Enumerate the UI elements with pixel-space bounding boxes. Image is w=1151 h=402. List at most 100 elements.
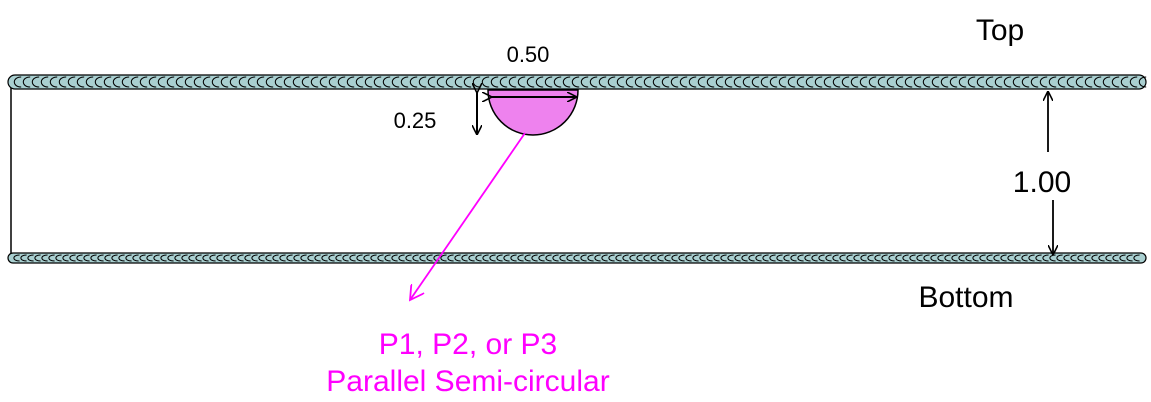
fabric-weave-mark <box>636 254 643 262</box>
fabric-weave-mark <box>1003 76 1012 88</box>
fabric-weave-mark <box>167 254 174 262</box>
fabric-weave-mark <box>356 254 363 262</box>
fabric-weave-mark <box>958 76 967 88</box>
fabric-weave-mark <box>1049 254 1056 262</box>
fabric-weave-mark <box>524 254 531 262</box>
fabric-weave-mark <box>499 76 508 88</box>
thickness-label: 1.00 <box>1013 166 1071 199</box>
fabric-weave-mark <box>825 254 832 262</box>
fabric-weave-mark <box>130 76 139 88</box>
fabric-weave-mark <box>1129 76 1138 88</box>
fabric-weave-mark <box>475 254 482 262</box>
fabric-weave-mark <box>868 76 877 88</box>
fabric-weave-mark <box>944 254 951 262</box>
fabric-weave-mark <box>976 76 985 88</box>
fabric-weave-mark <box>1102 76 1111 88</box>
fabric-weave-mark <box>629 254 636 262</box>
fabric-weave-mark <box>427 76 436 88</box>
callout-leader-arrow <box>410 132 526 300</box>
fabric-weave-mark <box>670 76 679 88</box>
fabric-weave-mark <box>132 254 139 262</box>
fabric-weave-mark <box>49 76 58 88</box>
fabric-weave-mark <box>13 254 20 262</box>
fabric-weave-mark <box>1007 254 1014 262</box>
fabric-weave-mark <box>1021 76 1030 88</box>
flaw-depth-label: 0.25 <box>394 108 437 133</box>
fabric-weave-mark <box>419 254 426 262</box>
fabric-weave-mark <box>967 76 976 88</box>
fabric-weave-mark <box>220 76 229 88</box>
fabric-weave-mark <box>727 254 734 262</box>
fabric-weave-mark <box>292 76 301 88</box>
fabric-weave-mark <box>697 76 706 88</box>
fabric-weave-mark <box>886 76 895 88</box>
fabric-weave-mark <box>496 254 503 262</box>
fabric-weave-mark <box>510 254 517 262</box>
fabric-weave-mark <box>310 76 319 88</box>
fabric-weave-mark <box>216 254 223 262</box>
fabric-weave-mark <box>1084 76 1093 88</box>
fabric-weave-mark <box>895 254 902 262</box>
fabric-weave-mark <box>699 254 706 262</box>
fabric-weave-mark <box>769 76 778 88</box>
fabric-weave-mark <box>755 254 762 262</box>
fabric-weave-mark <box>202 76 211 88</box>
fabric-weave-mark <box>1120 76 1129 88</box>
fabric-weave-mark <box>377 254 384 262</box>
fabric-weave-mark <box>139 76 148 88</box>
fabric-weave-mark <box>1021 254 1028 262</box>
fabric-weave-mark <box>601 254 608 262</box>
fabric-weave-mark <box>733 76 742 88</box>
fabric-weave-mark <box>321 254 328 262</box>
fabric-weave-mark <box>1042 254 1049 262</box>
fabric-weave-mark <box>713 254 720 262</box>
fabric-weave-mark <box>553 76 562 88</box>
fabric-weave-mark <box>20 254 27 262</box>
fabric-weave-mark <box>69 254 76 262</box>
fabric-weave-mark <box>373 76 382 88</box>
fabric-weave-mark <box>265 76 274 88</box>
flaw-width-label: 0.50 <box>507 42 550 67</box>
fabric-weave-mark <box>166 76 175 88</box>
fabric-weave-mark <box>1056 254 1063 262</box>
fabric-weave-mark <box>760 76 769 88</box>
fabric-weave-mark <box>328 76 337 88</box>
fabric-weave-mark <box>818 254 825 262</box>
fabric-weave-mark <box>1077 254 1084 262</box>
fabric-weave-mark <box>202 254 209 262</box>
fabric-weave-mark <box>797 254 804 262</box>
fabric-weave-mark <box>1133 254 1140 262</box>
fabric-weave-mark <box>1057 76 1066 88</box>
fabric-weave-mark <box>391 254 398 262</box>
fabric-weave-mark <box>244 254 251 262</box>
fabric-weave-mark <box>531 254 538 262</box>
fabric-weave-mark <box>398 254 405 262</box>
fabric-weave-mark <box>349 254 356 262</box>
fabric-weave-mark <box>76 76 85 88</box>
fabric-weave-mark <box>355 76 364 88</box>
fabric-weave-mark <box>916 254 923 262</box>
fabric-weave-mark <box>209 254 216 262</box>
fabric-weave-mark <box>538 254 545 262</box>
fabric-weave-mark <box>283 76 292 88</box>
top-label: Top <box>976 14 1024 47</box>
fabric-weave-mark <box>1119 254 1126 262</box>
fabric-weave-mark <box>55 254 62 262</box>
fabric-weave-mark <box>461 254 468 262</box>
fabric-weave-mark <box>783 254 790 262</box>
fabric-weave-mark <box>335 254 342 262</box>
fabric-weave-mark <box>247 76 256 88</box>
fabric-weave-mark <box>517 254 524 262</box>
fabric-weave-mark <box>994 76 1003 88</box>
fabric-weave-mark <box>526 76 535 88</box>
fabric-weave-mark <box>314 254 321 262</box>
fabric-weave-mark <box>769 254 776 262</box>
fabric-weave-mark <box>734 254 741 262</box>
fabric-weave-mark <box>566 254 573 262</box>
fabric-weave-mark <box>346 76 355 88</box>
fabric-weave-mark <box>384 254 391 262</box>
fabric-weave-mark <box>22 76 31 88</box>
fabric-weave-mark <box>972 254 979 262</box>
fabric-weave-mark <box>489 254 496 262</box>
